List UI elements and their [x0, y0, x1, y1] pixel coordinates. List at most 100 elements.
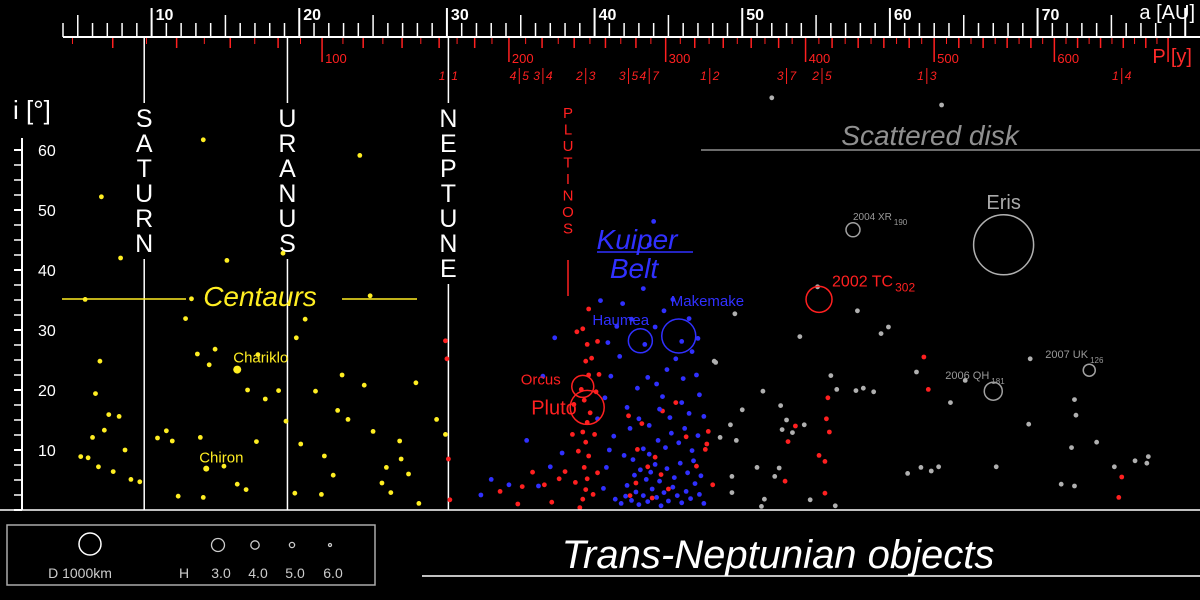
data-point [339, 372, 345, 378]
x-tick-label: 50 [746, 7, 764, 24]
legend-h-circle [327, 542, 333, 548]
data-point [936, 464, 942, 470]
x-tick-label: 30 [451, 7, 469, 24]
resonance-denominator: 4 [546, 69, 553, 83]
object-circle [805, 285, 833, 314]
data-point [78, 454, 84, 459]
data-point [793, 423, 798, 429]
data-point [194, 351, 200, 357]
data-point [93, 391, 98, 396]
data-point [679, 400, 685, 405]
legend-h-value: 5.0 [285, 565, 305, 581]
resonance-denominator: 5 [825, 69, 832, 83]
data-point [1119, 474, 1125, 480]
data-point [646, 423, 652, 428]
data-point [137, 479, 143, 485]
data-point [629, 498, 634, 503]
data-point [262, 396, 268, 402]
data-point [330, 472, 336, 478]
data-point [444, 356, 450, 362]
legend-h-circle [288, 541, 296, 549]
data-point [581, 397, 587, 403]
data-point [674, 493, 680, 498]
data-point [96, 464, 101, 470]
data-point [549, 499, 555, 505]
object-label: 2004 XR 190 [853, 212, 908, 227]
data-point [711, 358, 717, 364]
object-circle [972, 214, 1035, 276]
data-point [621, 453, 627, 458]
data-point [589, 355, 595, 361]
data-point [601, 486, 606, 491]
data-point [580, 496, 586, 502]
data-point [645, 499, 651, 504]
data-point [536, 483, 541, 489]
data-point [321, 453, 327, 459]
object-label: Eris [986, 192, 1020, 214]
data-point [1132, 458, 1138, 464]
data-point [82, 297, 88, 302]
data-point [905, 471, 911, 476]
data-point [635, 447, 640, 452]
planet-lines: S A T U R N U R A N U S N E P T U N E [130, 37, 463, 510]
x-tick-label: 40 [599, 7, 617, 24]
data-point [1116, 495, 1122, 500]
object-label: Haumea [592, 312, 649, 329]
data-point [654, 381, 660, 387]
belt-label: Belt [610, 253, 659, 284]
data-point [98, 194, 104, 200]
x-tick-label: 70 [1042, 7, 1060, 24]
data-point [694, 372, 699, 378]
data-point [313, 388, 318, 394]
resonance-denominator: 3 [930, 69, 937, 83]
data-point [993, 464, 999, 470]
data-point [824, 416, 829, 422]
resonance-numerator: 1 [917, 69, 924, 83]
data-point [397, 438, 403, 444]
resonance-denominator: 3 [589, 69, 596, 83]
object-circle [627, 328, 654, 354]
data-point [822, 459, 828, 464]
data-point [398, 456, 404, 462]
legend-h-circle [250, 540, 260, 550]
x-axis-label: a [AU] [1139, 2, 1195, 24]
data-point [664, 367, 670, 372]
data-point [697, 492, 702, 497]
resonance-numerator: 4 [510, 69, 517, 83]
data-point [443, 338, 448, 344]
data-point [760, 388, 766, 394]
data-point [948, 400, 953, 405]
data-point [636, 416, 642, 422]
data-point [571, 402, 577, 407]
data-point [652, 324, 658, 330]
data-point [596, 372, 602, 377]
data-point [586, 453, 592, 459]
period-scale: 100 200 300 400 500 600 [71, 38, 1169, 66]
data-point [183, 316, 188, 321]
data-point [524, 438, 530, 443]
data-point [661, 308, 667, 314]
data-point [663, 445, 668, 450]
data-point [679, 339, 685, 344]
data-point [101, 427, 107, 433]
data-point [639, 421, 645, 426]
data-point [572, 480, 578, 485]
data-point [530, 469, 535, 475]
data-point [677, 460, 683, 466]
data-point [657, 478, 662, 484]
data-point [580, 429, 586, 435]
data-point [595, 339, 600, 344]
data-point [643, 477, 649, 482]
data-point [772, 474, 778, 479]
data-point [319, 492, 324, 497]
data-point [1072, 397, 1077, 402]
object-label: Makemake [671, 293, 744, 310]
legend-h-value: 6.0 [323, 565, 343, 581]
data-point [778, 403, 784, 408]
data-point [661, 490, 667, 495]
data-point [666, 486, 671, 492]
data-point [702, 447, 708, 452]
data-point [519, 484, 525, 489]
